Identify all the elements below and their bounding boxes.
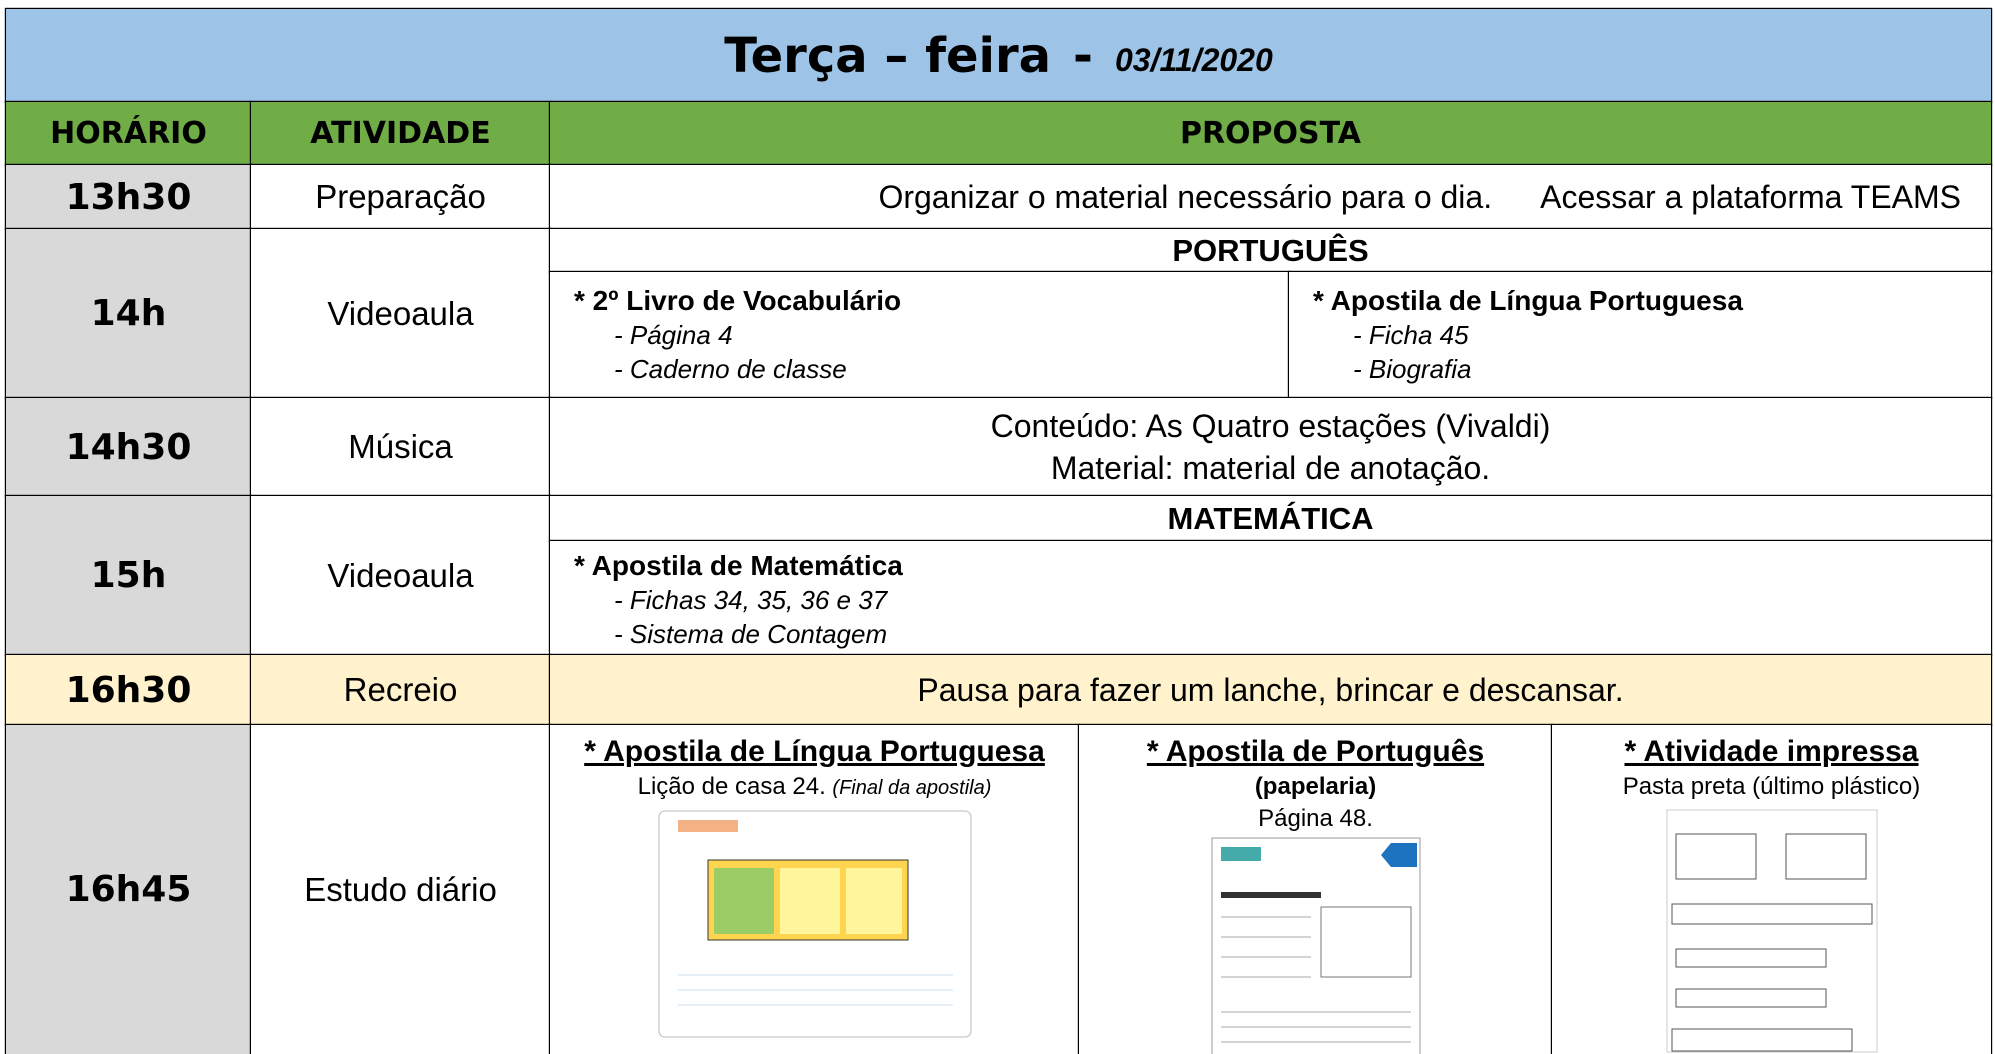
time: 14h30 bbox=[6, 398, 251, 496]
item: * 2º Livro de Vocabulário - Página 4 - C… bbox=[550, 272, 1289, 398]
proposal-text: Acessar a plataforma TEAMS bbox=[1540, 178, 1961, 215]
column-header: HORÁRIO bbox=[6, 102, 251, 165]
column-header: PROPOSTA bbox=[550, 102, 1991, 165]
activity: Recreio bbox=[251, 655, 550, 725]
item-subtitle: (papelaria) bbox=[1254, 773, 1377, 800]
item-line: - Fichas 34, 35, 36 e 37 bbox=[614, 585, 888, 615]
item-text: Lição de casa 24. bbox=[637, 773, 826, 800]
time: 14h bbox=[6, 229, 251, 398]
item-line: - Ficha 45 bbox=[1353, 320, 1469, 350]
day: Terça – feira bbox=[724, 27, 1052, 84]
worksheet-thumbnail bbox=[1666, 809, 1877, 1053]
proposal: Conteúdo: As Quatro estações (Vivaldi) M… bbox=[550, 398, 1991, 496]
item-line: - Página 4 bbox=[614, 320, 733, 350]
item: * Atividade impressa Pasta preta (último… bbox=[1552, 725, 1991, 1054]
activity: Preparação bbox=[251, 165, 550, 229]
time: 13h30 bbox=[6, 165, 251, 229]
proposal: Organizar o material necessário para o d… bbox=[550, 165, 1991, 229]
proposal-text: Material: material de anotação. bbox=[1050, 450, 1491, 486]
item-note: (Final da apostila) bbox=[832, 777, 992, 799]
activity: Videoaula bbox=[251, 496, 550, 655]
item-title: * Apostila de Língua Portuguesa bbox=[584, 735, 1045, 768]
subject: PORTUGUÊS bbox=[550, 229, 1991, 272]
proposal-text: Organizar o material necessário para o d… bbox=[878, 178, 1493, 215]
proposal-text: Conteúdo: As Quatro estações (Vivaldi) bbox=[990, 408, 1551, 444]
item: * Apostila de Língua Portuguesa Lição de… bbox=[550, 725, 1079, 1054]
time: 16h30 bbox=[6, 655, 251, 725]
item-line: - Sistema de Contagem bbox=[614, 619, 888, 649]
item-title: * Apostila de Matemática bbox=[574, 550, 903, 581]
item: * Apostila de Português (papelaria) Pági… bbox=[1079, 725, 1552, 1054]
date: 03/11/2020 bbox=[1114, 42, 1273, 78]
item: * Apostila de Matemática - Fichas 34, 35… bbox=[550, 541, 1991, 655]
subject: MATEMÁTICA bbox=[550, 496, 1991, 541]
activity: Videoaula bbox=[251, 229, 550, 398]
item-title: * Apostila de Português bbox=[1146, 735, 1485, 768]
worksheet-thumbnail bbox=[1211, 837, 1420, 1054]
title-bar: Terça – feira - 03/11/2020 bbox=[6, 9, 1991, 102]
item-text: Pasta preta (último plástico) bbox=[1622, 773, 1921, 800]
activity: Estudo diário bbox=[251, 725, 550, 1054]
proposal: Pausa para fazer um lanche, brincar e de… bbox=[550, 655, 1991, 725]
item: * Apostila de Língua Portuguesa - Ficha … bbox=[1289, 272, 1991, 398]
worksheet-thumbnail bbox=[658, 810, 971, 1038]
item-title: * Atividade impressa bbox=[1624, 735, 1919, 768]
column-header: ATIVIDADE bbox=[251, 102, 550, 165]
separator: - bbox=[1073, 27, 1093, 84]
item-line: - Biografia bbox=[1353, 354, 1472, 384]
activity: Música bbox=[251, 398, 550, 496]
time: 15h bbox=[6, 496, 251, 655]
item-title: * 2º Livro de Vocabulário bbox=[574, 285, 902, 316]
time: 16h45 bbox=[6, 725, 251, 1054]
item-line: Lição de casa 24. (Final da apostila) bbox=[638, 771, 992, 804]
item-text: Página 48. bbox=[1258, 805, 1373, 832]
item-line: - Caderno de classe bbox=[614, 354, 847, 384]
item-title: * Apostila de Língua Portuguesa bbox=[1313, 285, 1743, 316]
